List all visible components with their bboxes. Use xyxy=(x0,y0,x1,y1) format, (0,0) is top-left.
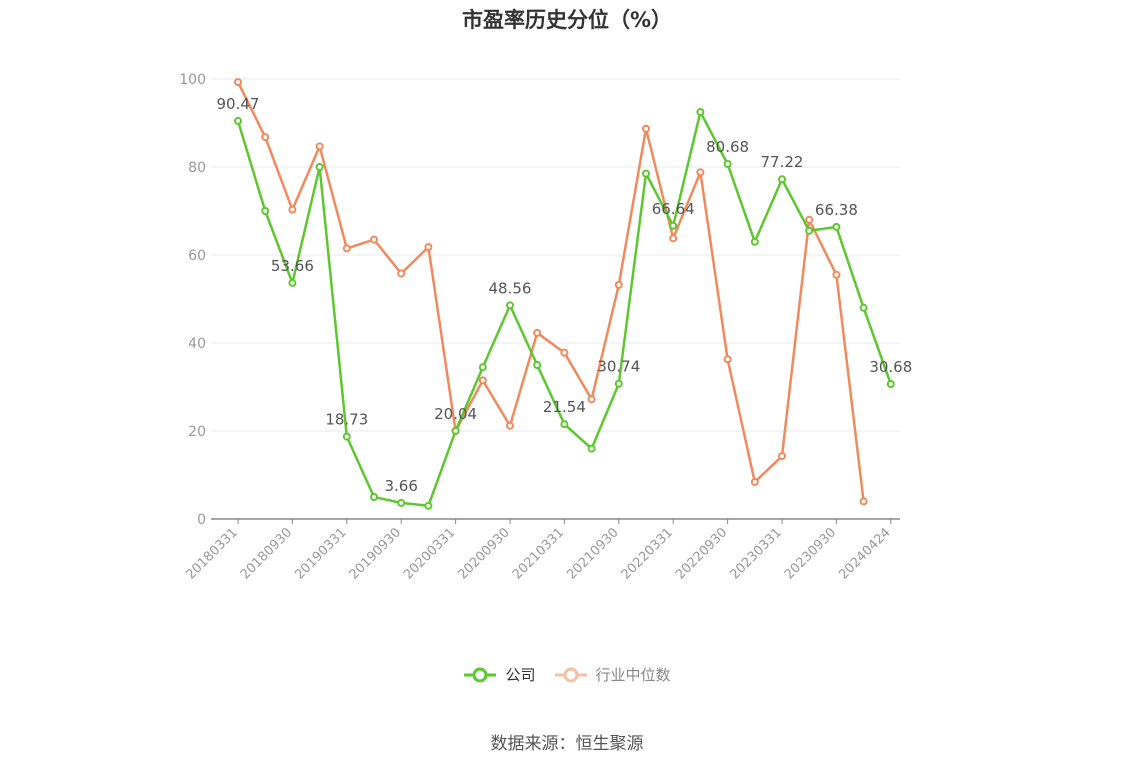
data-point-industry-median xyxy=(533,328,542,337)
data-point-industry-median xyxy=(832,270,841,279)
x-tick-label: 20200930 xyxy=(455,525,512,582)
data-point-industry-median xyxy=(587,395,596,404)
y-tick-label: 20 xyxy=(188,424,206,440)
data-point-company xyxy=(805,226,814,235)
data-label: 21.54 xyxy=(543,398,586,416)
x-tick-label: 20190930 xyxy=(347,525,404,582)
data-point-company xyxy=(642,169,650,178)
data-point-company xyxy=(750,237,759,246)
data-point-company xyxy=(696,108,705,116)
data-source: 数据来源：恒生聚源 xyxy=(490,734,644,754)
x-tick-label: 20240424 xyxy=(836,525,893,582)
data-point-company xyxy=(397,498,406,507)
data-label: 3.66 xyxy=(384,477,417,495)
data-point-company xyxy=(370,493,378,501)
legend: 公司 行业中位数 xyxy=(0,664,1134,685)
data-point-industry-median xyxy=(805,215,814,224)
data-point-industry-median xyxy=(288,205,297,214)
data-point-company xyxy=(261,207,270,215)
grid-lines xyxy=(211,78,900,432)
data-point-industry-median xyxy=(478,376,487,385)
data-point-company xyxy=(560,420,569,429)
data-point-company xyxy=(288,278,297,287)
data-label: 18.73 xyxy=(325,411,368,429)
x-tick-label: 20190331 xyxy=(292,525,349,582)
data-point-industry-median xyxy=(424,243,433,252)
data-point-industry-median xyxy=(859,497,868,506)
data-point-industry-median xyxy=(723,355,732,364)
data-label: 53.66 xyxy=(271,257,314,275)
data-label: 66.64 xyxy=(652,200,695,218)
data-label: 30.74 xyxy=(597,358,640,376)
data-point-company xyxy=(478,363,487,372)
x-tick-label: 20220331 xyxy=(619,525,676,582)
data-point-company xyxy=(669,221,678,230)
data-point-industry-median xyxy=(506,421,514,430)
data-point-industry-median xyxy=(370,235,378,244)
x-tick-label: 20230331 xyxy=(727,525,784,582)
legend-item-company[interactable]: 公司 xyxy=(463,664,536,685)
data-label: 77.22 xyxy=(761,153,804,171)
data-point-industry-median xyxy=(750,478,759,487)
data-point-industry-median xyxy=(261,133,270,142)
legend-swatch-industry-icon xyxy=(554,667,587,682)
y-tick-label: 0 xyxy=(197,512,206,528)
data-point-company xyxy=(778,175,786,184)
data-point-industry-median xyxy=(642,124,650,133)
y-tick-label: 40 xyxy=(188,336,206,352)
data-point-company xyxy=(533,361,542,369)
data-labels: 90.47 53.66 18.73 3.66 20.04 48.56 21.54 30.74 6… xyxy=(217,95,913,495)
x-tick-label: 20180930 xyxy=(238,525,295,582)
legend-label-industry-median: 行业中位数 xyxy=(595,666,671,684)
x-tick-label: 20180331 xyxy=(183,525,240,582)
axes: 0 20 40 60 80 100 2018033120180930201903312019… xyxy=(179,72,900,583)
data-point-industry-median xyxy=(234,78,242,87)
data-point-industry-median xyxy=(696,168,705,177)
legend-swatch-company-icon xyxy=(464,667,497,682)
x-tick-label: 20200331 xyxy=(401,525,458,582)
legend-item-industry-median[interactable]: 行业中位数 xyxy=(554,664,671,685)
y-tick-label: 100 xyxy=(179,72,206,88)
data-label: 66.38 xyxy=(815,201,858,219)
data-point-company xyxy=(723,160,732,169)
data-point-industry-median xyxy=(614,280,623,289)
data-point-industry-median xyxy=(560,348,569,357)
data-point-company xyxy=(234,116,242,125)
data-point-industry-median xyxy=(778,452,786,461)
data-point-company xyxy=(832,222,841,231)
data-point-company xyxy=(587,444,596,453)
data-point-company xyxy=(315,163,324,171)
data-point-company xyxy=(424,501,433,510)
data-point-company xyxy=(506,301,514,310)
data-point-company xyxy=(342,432,351,441)
data-label: 48.56 xyxy=(489,279,532,297)
x-tick-label: 20230930 xyxy=(782,525,839,582)
data-label: 90.47 xyxy=(217,95,260,113)
data-point-company xyxy=(859,303,868,312)
data-label: 20.04 xyxy=(434,405,477,423)
data-point-industry-median xyxy=(315,142,324,151)
data-label: 30.68 xyxy=(869,358,912,376)
series-lines xyxy=(236,81,892,508)
chart-title: 市盈率历史分位（%） xyxy=(461,8,673,32)
x-tick-label: 20210930 xyxy=(564,525,621,582)
data-label: 80.68 xyxy=(706,138,749,156)
data-point-company xyxy=(614,379,623,388)
legend-label-company: 公司 xyxy=(505,666,536,684)
y-tick-label: 60 xyxy=(188,248,206,264)
data-points xyxy=(234,78,895,510)
y-tick-label: 80 xyxy=(188,160,206,176)
data-point-industry-median xyxy=(669,234,678,243)
data-point-company xyxy=(451,426,460,435)
data-point-industry-median xyxy=(342,244,351,253)
x-tick-label: 20210331 xyxy=(510,525,567,582)
data-point-industry-median xyxy=(397,269,406,278)
x-tick-label: 20220930 xyxy=(673,525,730,582)
series-line-industry-median xyxy=(236,81,865,502)
data-point-company xyxy=(886,380,895,389)
